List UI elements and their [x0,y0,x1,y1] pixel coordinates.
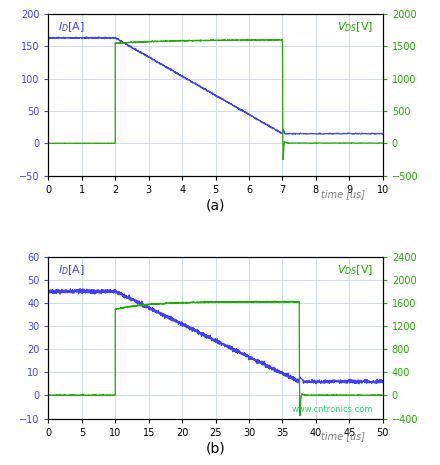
Text: time [us]: time [us] [321,432,365,441]
Text: time [us]: time [us] [321,189,365,199]
Text: $I_D$[A]: $I_D$[A] [59,263,85,277]
Text: (a): (a) [206,199,225,213]
Text: (b): (b) [206,441,225,455]
Text: $I_D$[A]: $I_D$[A] [59,20,85,34]
Text: www.cntronics.com: www.cntronics.com [291,405,373,414]
Text: $V_{DS}$[V]: $V_{DS}$[V] [337,20,373,34]
Text: $V_{DS}$[V]: $V_{DS}$[V] [337,263,373,277]
